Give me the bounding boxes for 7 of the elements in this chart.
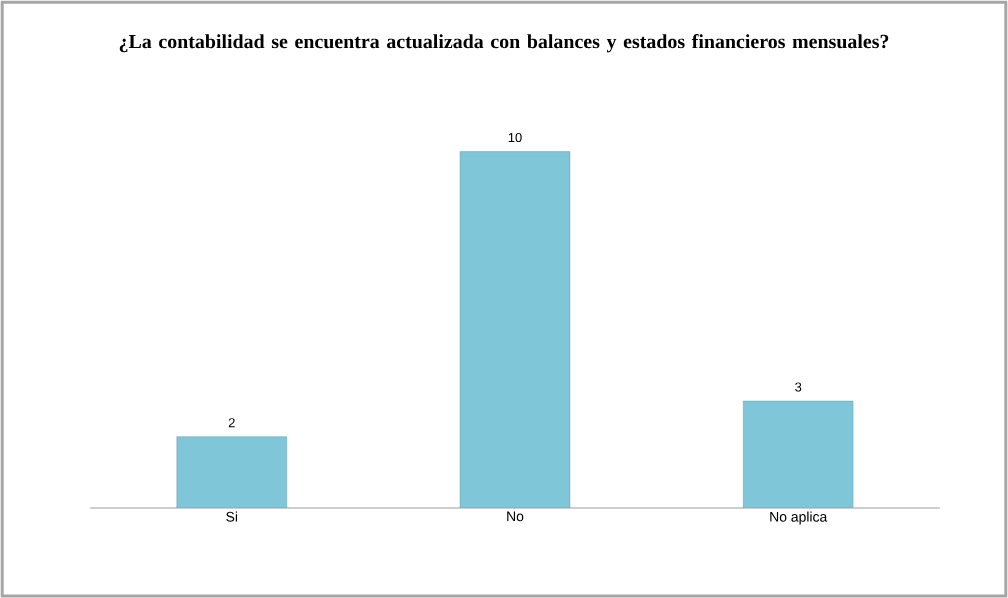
x-tick-label: Si xyxy=(226,511,238,522)
data-label: 10 xyxy=(508,132,522,143)
x-tick-label: No xyxy=(507,511,524,522)
data-label: 2 xyxy=(228,418,235,428)
chart-title: ¿La contabilidad se encuentra actualizada con balances y estados financieros mensuales? xyxy=(119,33,889,53)
data-label: 3 xyxy=(795,382,802,392)
x-tick-label: No aplica xyxy=(770,511,828,525)
